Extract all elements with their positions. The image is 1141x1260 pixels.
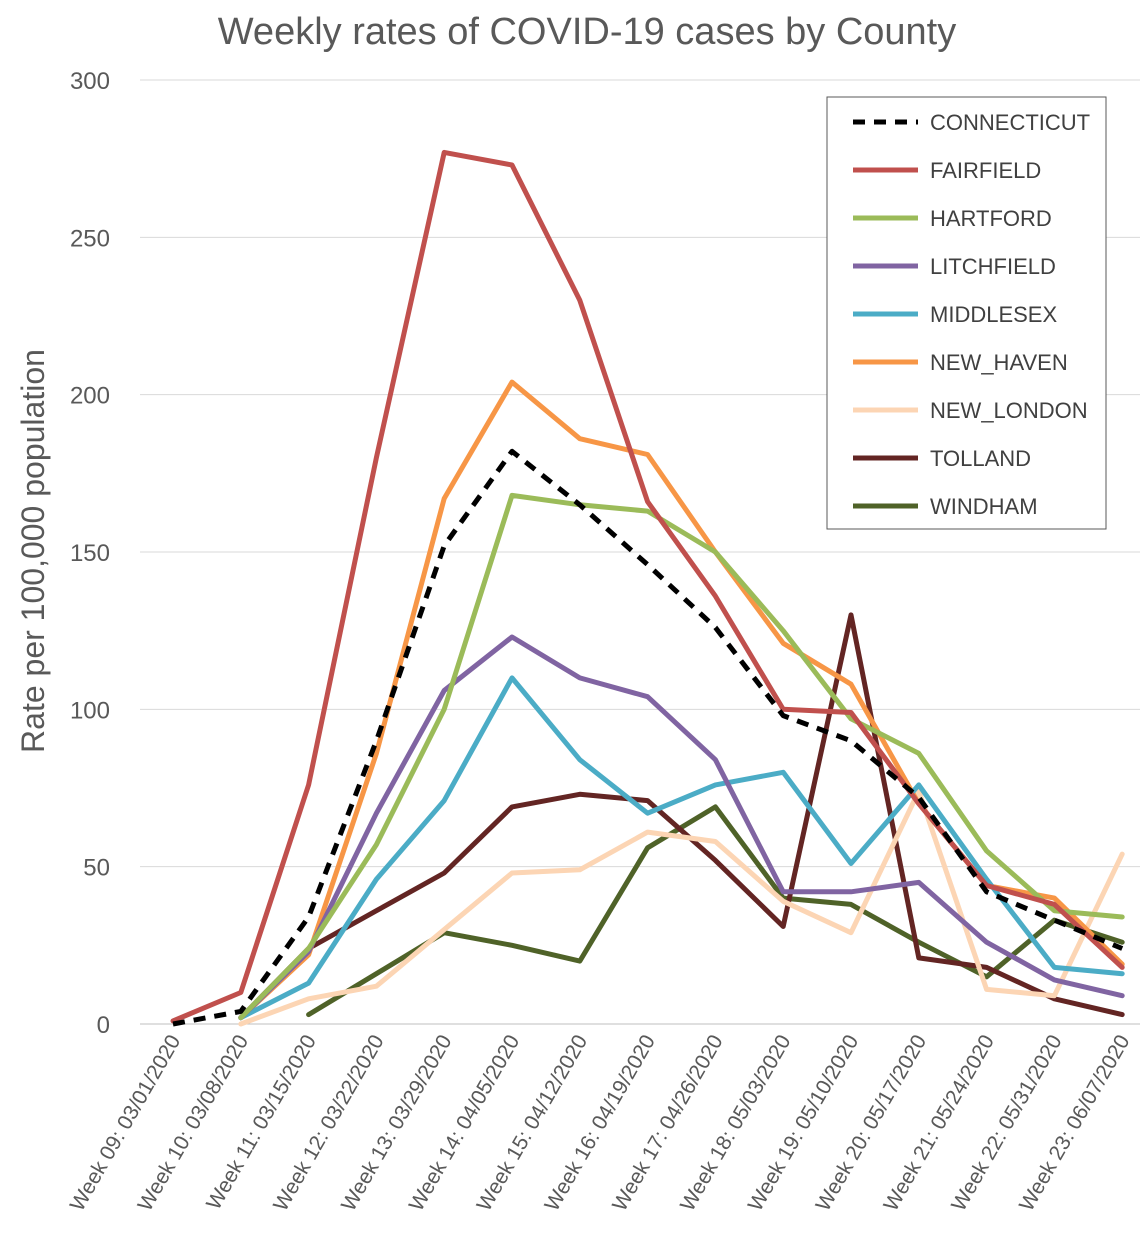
legend-label: NEW_LONDON [930,398,1088,423]
legend-label: WINDHAM [930,494,1038,519]
chart-title: Weekly rates of COVID-19 cases by County [218,11,956,53]
y-tick-label: 300 [70,68,110,95]
legend-label: CONNECTICUT [930,110,1090,135]
series-lines [170,149,1125,1027]
y-tick-label: 250 [70,225,110,252]
legend-label: FAIRFIELD [930,158,1041,183]
y-tick-label: 100 [70,697,110,724]
legend-label: MIDDLESEX [930,302,1057,327]
series-line-tolland [238,612,1125,1021]
y-axis-ticks: 0 50 100 150 200 250 300 [70,68,110,1039]
series-line-windham [306,804,1125,1018]
y-tick-label: 50 [83,855,110,882]
legend-label: NEW_HAVEN [930,350,1068,375]
y-axis-label: Rate per 100,000 population [15,349,51,753]
legend-label: HARTFORD [930,206,1052,231]
series-line-hartford [238,492,1125,1021]
legend: CONNECTICUT FAIRFIELD HARTFORD LITCHFIELD MI… [826,96,1107,530]
series-line-new-london [238,788,1125,1027]
gridlines [140,79,1140,1025]
series-line-middlesex [238,675,1125,1021]
series-line-litchfield [238,634,1125,1021]
y-tick-label: 0 [97,1012,110,1039]
y-tick-label: 200 [70,383,110,410]
legend-label: TOLLAND [930,446,1031,471]
legend-label: LITCHFIELD [930,254,1056,279]
y-tick-label: 150 [70,540,110,567]
